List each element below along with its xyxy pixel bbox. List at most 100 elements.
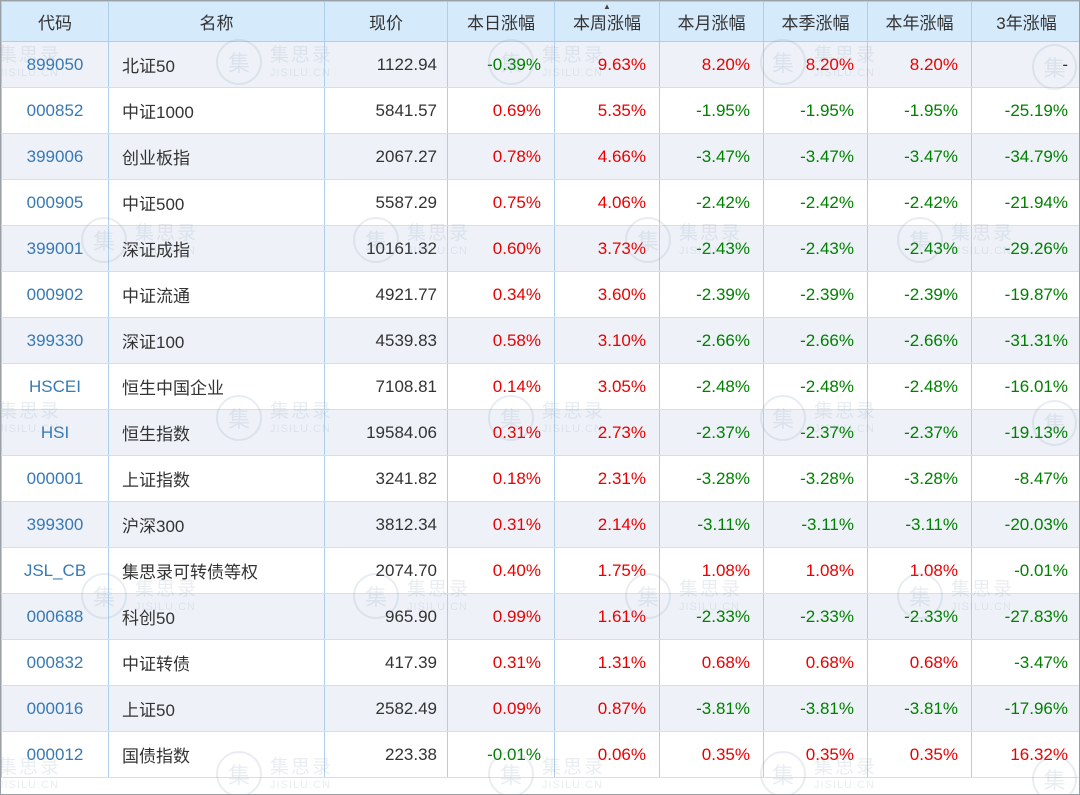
change-value: 8.20% (659, 41, 764, 88)
column-header-1[interactable]: 代码 (1, 1, 109, 42)
change-value: 1.08% (659, 547, 764, 594)
column-header-4[interactable]: 本日涨幅 (447, 1, 555, 42)
table-row: 399006 创业板指 2067.27 0.78% 4.66% -3.47% -3.47% -… (1, 133, 1079, 180)
column-header-2[interactable]: 名称 (108, 1, 325, 42)
change-value: 0.58% (447, 317, 555, 364)
code-link[interactable]: 399330 (1, 317, 109, 364)
index-name: 科创50 (108, 593, 325, 640)
index-name: 上证50 (108, 685, 325, 732)
code-link[interactable]: HSCEI (1, 363, 109, 410)
change-value: 9.63% (554, 41, 660, 88)
change-value: 0.99% (447, 593, 555, 640)
column-header-6[interactable]: 本月涨幅 (659, 1, 764, 42)
current-price: 223.38 (324, 731, 448, 778)
column-header-9[interactable]: 3年涨幅 (971, 1, 1079, 42)
change-value: -2.33% (763, 593, 868, 640)
brand-domain: JISILU.CN (542, 778, 603, 791)
change-value: 0.40% (447, 547, 555, 594)
column-header-7[interactable]: 本季涨幅 (763, 1, 868, 42)
code-link[interactable]: 000012 (1, 731, 109, 778)
change-value: -2.33% (659, 593, 764, 640)
code-link[interactable]: 000852 (1, 87, 109, 134)
code-link[interactable]: 000832 (1, 639, 109, 686)
change-value: 1.08% (867, 547, 972, 594)
change-value: -3.11% (659, 501, 764, 548)
current-price: 5841.57 (324, 87, 448, 134)
change-value: -3.47% (659, 133, 764, 180)
code-link[interactable]: 399006 (1, 133, 109, 180)
code-link[interactable]: HSI (1, 409, 109, 456)
change-value: -8.47% (971, 455, 1079, 502)
change-value: 4.06% (554, 179, 660, 226)
current-price: 2074.70 (324, 547, 448, 594)
change-value: 1.08% (763, 547, 868, 594)
index-name: 恒生中国企业 (108, 363, 325, 410)
change-value: 1.61% (554, 593, 660, 640)
sort-indicator-icon: ▲ (603, 2, 611, 11)
change-value: 8.20% (867, 41, 972, 88)
change-value: 0.31% (447, 409, 555, 456)
change-value: 0.31% (447, 501, 555, 548)
change-value: 3.05% (554, 363, 660, 410)
index-name: 集思录可转债等权 (108, 547, 325, 594)
current-price: 4921.77 (324, 271, 448, 318)
change-value: 0.87% (554, 685, 660, 732)
table-body: 899050 北证50 1122.94 -0.39% 9.63% 8.20% 8.20% 8.… (1, 41, 1079, 778)
change-value: -2.42% (763, 179, 868, 226)
current-price: 965.90 (324, 593, 448, 640)
current-price: 7108.81 (324, 363, 448, 410)
change-value: 0.35% (763, 731, 868, 778)
index-name: 深证成指 (108, 225, 325, 272)
brand-domain: JISILU.CN (814, 778, 875, 791)
change-value: 0.18% (447, 455, 555, 502)
change-value: 0.09% (447, 685, 555, 732)
change-value: -25.19% (971, 87, 1079, 134)
change-value: -27.83% (971, 593, 1079, 640)
code-link[interactable]: 000905 (1, 179, 109, 226)
table-row: HSCEI 恒生中国企业 7108.81 0.14% 3.05% -2.48% -2.48%… (1, 363, 1079, 410)
index-name: 恒生指数 (108, 409, 325, 456)
change-value: -2.66% (763, 317, 868, 364)
change-value: -3.81% (763, 685, 868, 732)
code-link[interactable]: JSL_CB (1, 547, 109, 594)
code-link[interactable]: 399001 (1, 225, 109, 272)
table-row: 399001 深证成指 10161.32 0.60% 3.73% -2.43% -2.43%… (1, 225, 1079, 272)
change-value: 0.35% (867, 731, 972, 778)
change-value: -3.11% (763, 501, 868, 548)
change-value: -2.48% (867, 363, 972, 410)
brand-domain: JISILU.CN (1, 778, 59, 791)
code-link[interactable]: 000688 (1, 593, 109, 640)
change-value: 3.60% (554, 271, 660, 318)
change-value: 4.66% (554, 133, 660, 180)
code-link[interactable]: 899050 (1, 41, 109, 88)
change-value: 5.35% (554, 87, 660, 134)
column-header-3[interactable]: 现价 (324, 1, 448, 42)
code-link[interactable]: 000902 (1, 271, 109, 318)
change-value: -17.96% (971, 685, 1079, 732)
change-value: -34.79% (971, 133, 1079, 180)
index-name: 深证100 (108, 317, 325, 364)
change-value: -1.95% (763, 87, 868, 134)
index-name: 中证500 (108, 179, 325, 226)
code-link[interactable]: 000001 (1, 455, 109, 502)
change-value: -1.95% (659, 87, 764, 134)
column-header-5[interactable]: 本周涨幅 ▲ (554, 1, 660, 42)
current-price: 4539.83 (324, 317, 448, 364)
change-value: 0.68% (659, 639, 764, 686)
column-header-8[interactable]: 本年涨幅 (867, 1, 972, 42)
change-value: -2.39% (659, 271, 764, 318)
change-value: -19.13% (971, 409, 1079, 456)
change-value: -0.01% (447, 731, 555, 778)
code-link[interactable]: 399300 (1, 501, 109, 548)
code-link[interactable]: 000016 (1, 685, 109, 732)
change-value: -2.42% (659, 179, 764, 226)
change-value: 16.32% (971, 731, 1079, 778)
brand-domain: JISILU.CN (270, 778, 331, 791)
change-value: -0.39% (447, 41, 555, 88)
table-row: 000852 中证1000 5841.57 0.69% 5.35% -1.95% -1.95… (1, 87, 1079, 134)
change-value: -2.33% (867, 593, 972, 640)
change-value: -21.94% (971, 179, 1079, 226)
table-row: 000832 中证转债 417.39 0.31% 1.31% 0.68% 0.68% 0.68… (1, 639, 1079, 686)
change-value: -3.28% (867, 455, 972, 502)
